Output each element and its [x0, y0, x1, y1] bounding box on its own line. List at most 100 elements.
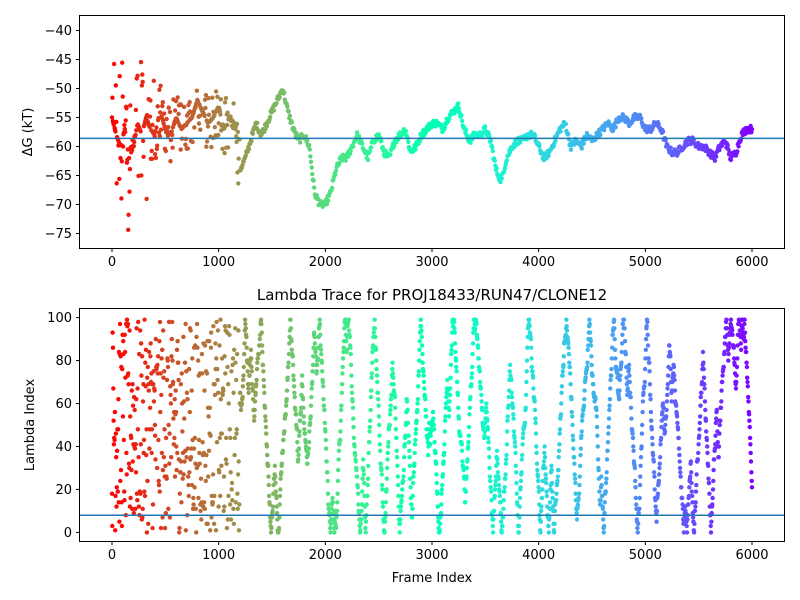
lambda-point	[380, 500, 385, 505]
lambda-point	[437, 521, 443, 526]
lambda-point	[124, 472, 129, 477]
lambda-point	[261, 377, 266, 383]
lambda-point	[632, 465, 638, 471]
lambda-point	[524, 379, 529, 385]
lambda-point	[264, 444, 270, 449]
lambda-point	[393, 427, 398, 432]
lambda-point	[269, 515, 275, 520]
delta-g-point	[309, 165, 314, 170]
lambda-point	[747, 424, 752, 430]
lambda-point	[286, 351, 292, 357]
lambda-point	[560, 373, 565, 378]
lambda-point	[111, 386, 116, 391]
lambda-point	[305, 461, 310, 466]
lambda-point	[629, 416, 634, 421]
lambda-point	[221, 508, 226, 514]
lambda-point	[195, 358, 201, 363]
lambda-point	[491, 508, 497, 514]
lambda-point	[700, 349, 706, 355]
lambda-point	[669, 399, 674, 404]
lambda-point	[627, 379, 632, 385]
lambda-point	[692, 508, 698, 514]
delta-g-point	[392, 143, 397, 148]
lambda-point	[432, 440, 437, 445]
lambda-point	[290, 362, 296, 368]
lambda-point	[116, 397, 121, 402]
lambda-point	[617, 377, 622, 383]
lambda-point	[185, 446, 190, 451]
lambda-point	[233, 500, 238, 505]
lambda-point	[231, 521, 237, 526]
lambda-point	[148, 354, 153, 359]
lambda-point	[633, 485, 638, 490]
lambda-point	[493, 482, 498, 488]
lambda-point	[636, 510, 641, 516]
lambda-point	[260, 362, 266, 368]
lambda-point	[162, 369, 167, 374]
delta-g-point	[123, 129, 128, 135]
lambda-point	[477, 369, 482, 374]
x-tick-label: 0	[108, 255, 116, 270]
lambda-point	[571, 446, 576, 451]
lambda-point	[155, 362, 160, 368]
lambda-point	[605, 440, 611, 445]
lambda-point	[373, 334, 378, 340]
delta-g-point	[264, 123, 270, 129]
lambda-point	[570, 433, 575, 438]
lambda-point	[642, 384, 647, 389]
lambda-point	[172, 435, 177, 441]
lambda-point	[524, 358, 530, 363]
delta-g-point	[255, 120, 260, 126]
lambda-point	[469, 375, 474, 380]
lambda-point	[496, 482, 502, 488]
lambda-point	[350, 399, 355, 404]
lambda-point	[689, 489, 694, 494]
lambda-point	[721, 364, 726, 370]
lambda-point	[252, 414, 257, 419]
lambda-point	[276, 525, 282, 531]
lambda-point	[179, 500, 184, 505]
lambda-point	[277, 502, 282, 507]
lambda-point	[735, 356, 740, 361]
delta-g-point	[676, 150, 681, 156]
lambda-point	[601, 517, 606, 522]
lambda-point	[658, 435, 664, 441]
lambda-point	[379, 467, 384, 473]
lambda-point	[660, 401, 666, 406]
lambda-point	[572, 472, 577, 477]
lambda-point	[533, 431, 539, 436]
lambda-point	[452, 330, 457, 335]
lambda-point	[522, 420, 528, 426]
lambda-point	[336, 467, 341, 473]
lambda-point	[157, 339, 162, 344]
lambda-point	[544, 480, 549, 486]
lambda-point	[600, 506, 606, 511]
delta-g-point	[490, 148, 495, 154]
lambda-point	[415, 397, 421, 402]
lambda-point	[674, 403, 679, 408]
lambda-point	[533, 420, 538, 426]
delta-g-point	[240, 162, 245, 168]
lambda-point	[658, 455, 663, 460]
lambda-point	[572, 461, 577, 466]
lambda-point	[639, 444, 644, 449]
lambda-point	[510, 405, 516, 410]
lambda-point	[413, 431, 418, 436]
lambda-point	[219, 431, 224, 436]
lambda-point	[115, 427, 121, 432]
lambda-point	[742, 317, 747, 322]
delta-g-point	[147, 114, 153, 119]
lambda-point	[547, 515, 552, 520]
lambda-point	[607, 403, 612, 408]
lambda-point	[288, 326, 294, 331]
delta-g-point	[243, 153, 248, 158]
lambda-point	[654, 508, 660, 514]
lambda-point	[113, 431, 119, 436]
lambda-point	[399, 493, 405, 499]
lambda-point	[279, 470, 284, 475]
lambda-point	[566, 341, 571, 346]
lambda-point	[255, 360, 260, 365]
delta-g-point	[502, 169, 507, 174]
delta-g-point	[223, 96, 229, 101]
lambda-point	[208, 433, 213, 438]
